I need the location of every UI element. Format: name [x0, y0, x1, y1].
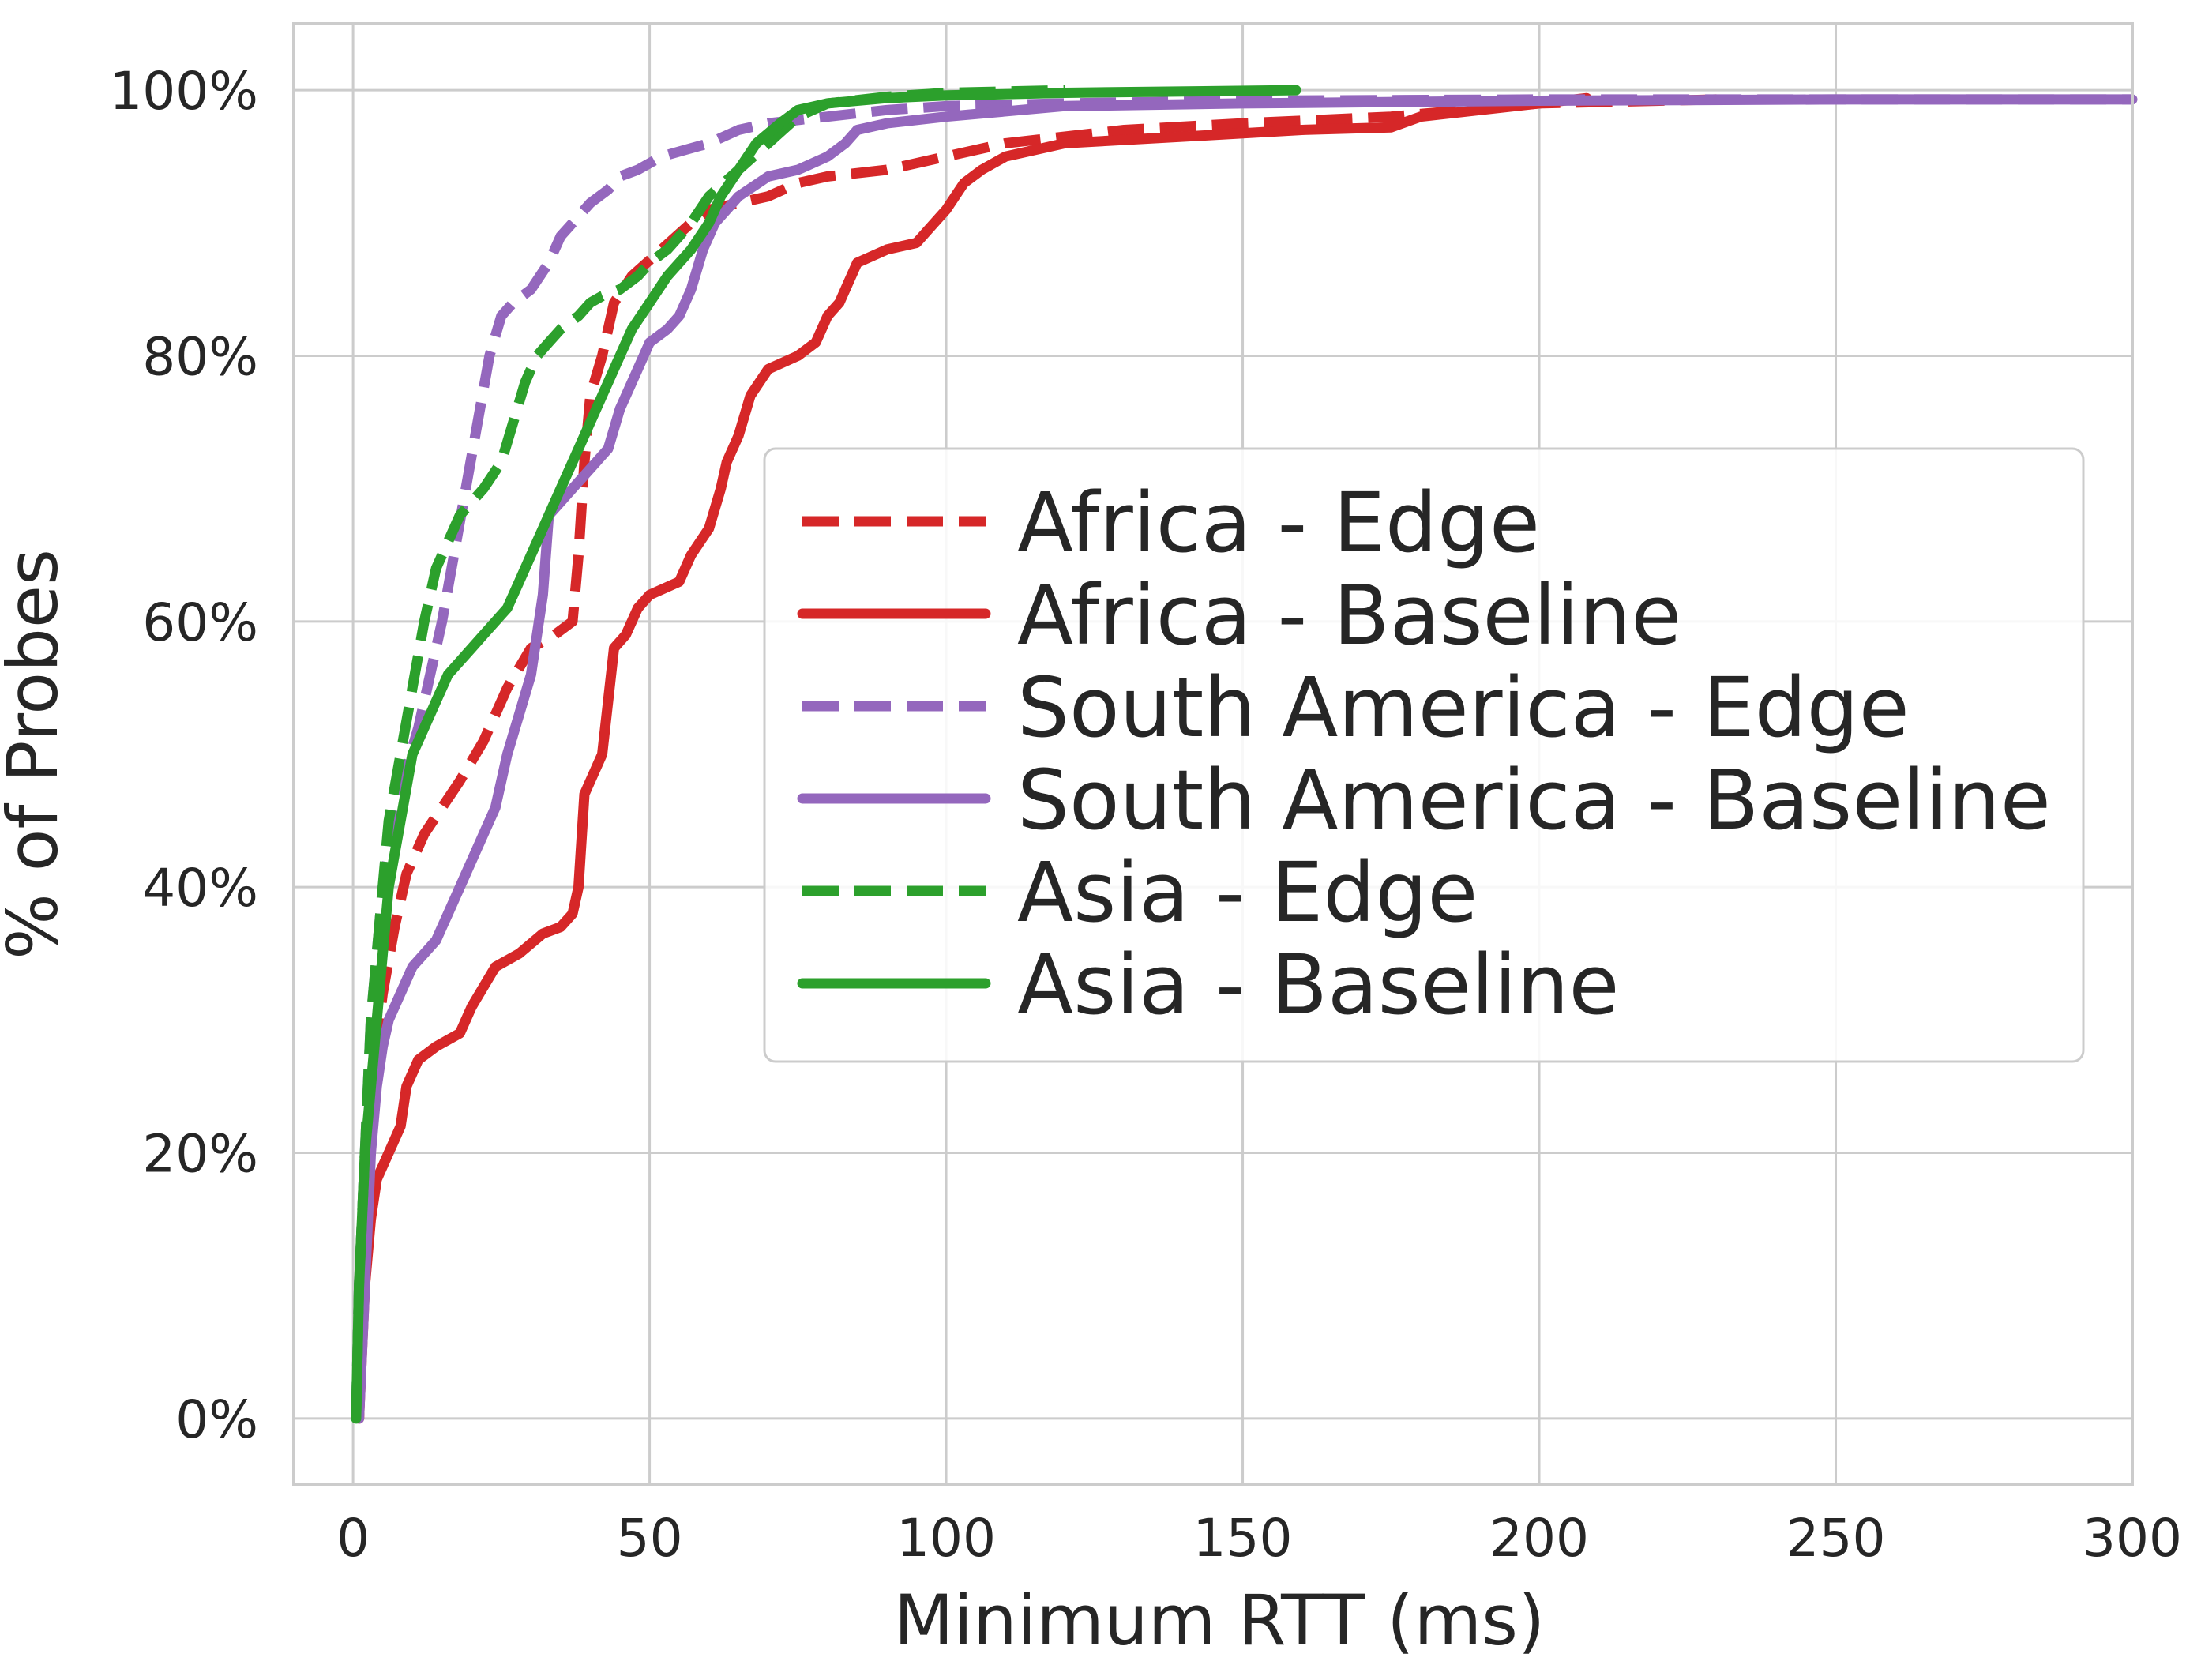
- y-tick-label: 20%: [142, 1124, 258, 1185]
- y-tick-label: 0%: [175, 1389, 258, 1450]
- y-tick-labels: 0% 20% 40% 60% 80% 100%: [109, 61, 258, 1450]
- legend-label-5: Asia - Edge: [1017, 844, 1478, 941]
- legend-label-1: Africa - Edge: [1017, 475, 1540, 571]
- x-tick-label: 250: [1786, 1508, 1886, 1569]
- plot-frame: [292, 22, 2134, 1486]
- legend-label-2: Africa - Baseline: [1017, 567, 1681, 663]
- x-axis-title: Minimum RTT (ms): [894, 1580, 1546, 1661]
- x-tick-labels: 0 50 100 150 200 250 300: [336, 1508, 2182, 1569]
- y-tick-label: 100%: [109, 61, 258, 122]
- x-tick-label: 50: [617, 1508, 683, 1569]
- x-tick-label: 150: [1193, 1508, 1293, 1569]
- y-axis-title: % of Probes: [0, 549, 73, 960]
- series-line-4: [354, 94, 2138, 1424]
- x-tick-label: 0: [336, 1508, 370, 1569]
- legend-label-6: Asia - Baseline: [1017, 937, 1620, 1033]
- series-line-3: [351, 94, 2132, 1419]
- x-tick-label: 200: [1489, 1508, 1589, 1569]
- legend-box: [763, 447, 2085, 1063]
- x-tick-label: 100: [896, 1508, 996, 1569]
- legend-label-4: South America - Baseline: [1017, 752, 2051, 848]
- series-line-2: [354, 92, 1592, 1424]
- series-lines: [351, 85, 2138, 1424]
- series-line-6: [351, 85, 1301, 1424]
- y-tick-label: 80%: [142, 326, 258, 387]
- y-tick-label: 40%: [142, 858, 258, 919]
- y-tick-label: 60%: [142, 592, 258, 653]
- series-line-1: [354, 94, 1718, 1419]
- x-tick-label: 300: [2083, 1508, 2182, 1569]
- legend-label-3: South America - Edge: [1017, 660, 1910, 756]
